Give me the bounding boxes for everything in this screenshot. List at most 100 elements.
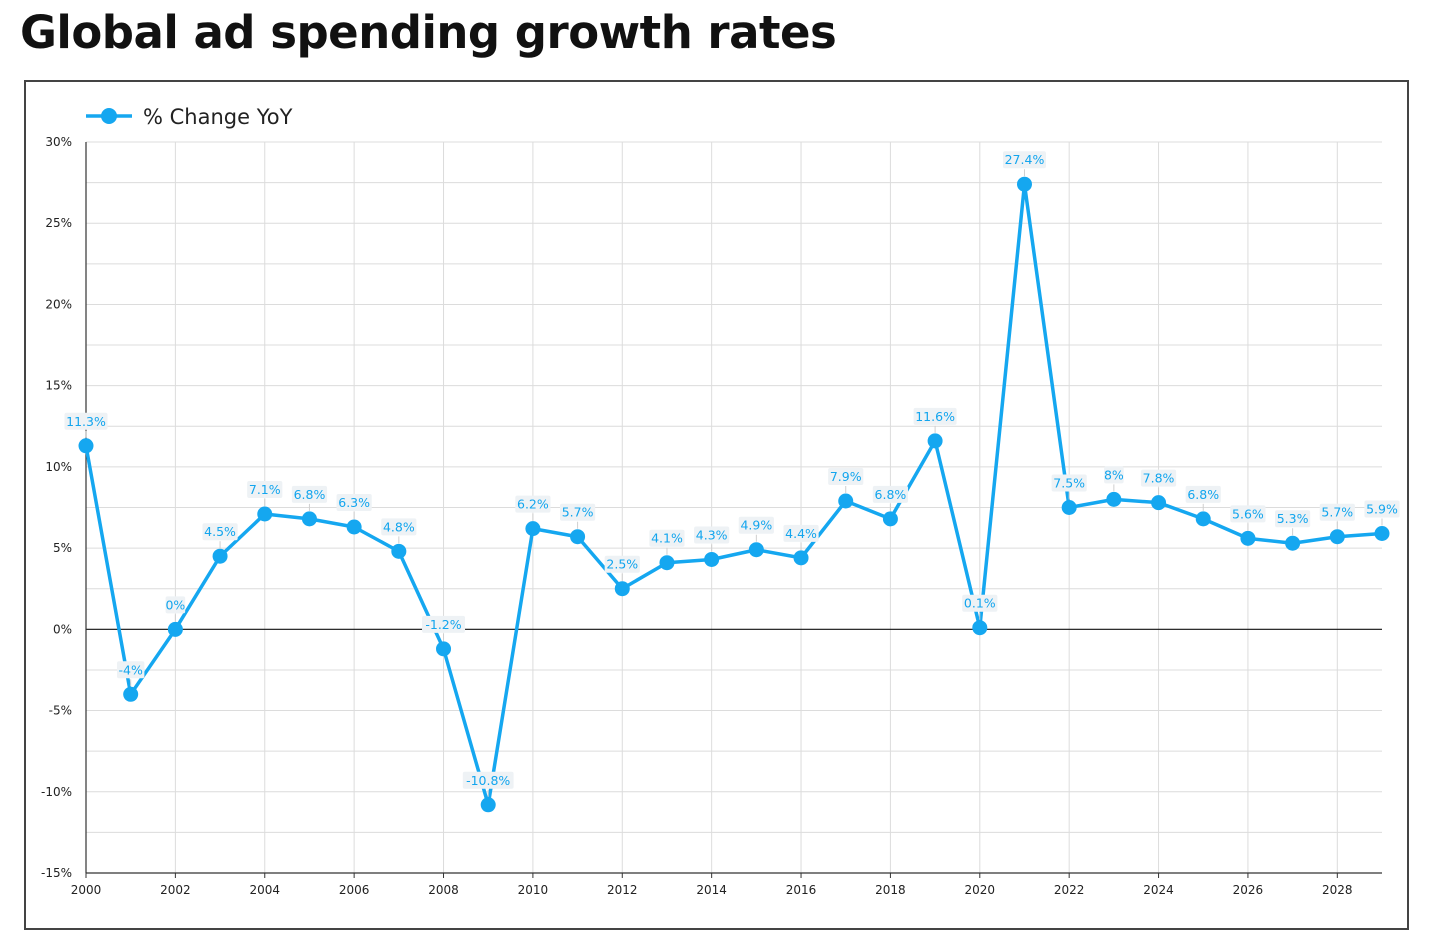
data-label: 6.8% xyxy=(294,487,326,502)
data-label: 5.7% xyxy=(1321,505,1353,520)
data-point xyxy=(882,511,898,527)
data-label: 5.6% xyxy=(1232,506,1264,521)
data-point xyxy=(1106,491,1122,507)
data-point xyxy=(570,529,586,545)
data-label-bg xyxy=(783,524,819,542)
data-label: 6.2% xyxy=(517,497,549,512)
data-label-bg xyxy=(116,661,145,679)
data-label: 5.3% xyxy=(1277,511,1309,526)
data-label-bg xyxy=(559,503,596,521)
x-tick-label: 2022 xyxy=(1054,883,1085,897)
data-label: 8% xyxy=(1104,467,1124,482)
y-tick-label: 10% xyxy=(45,460,72,474)
data-label-bg xyxy=(381,518,417,536)
data-point xyxy=(167,621,183,637)
data-label: 7.8% xyxy=(1143,471,1175,486)
data-point xyxy=(1195,511,1211,527)
data-point xyxy=(927,433,943,449)
x-tick-label: 2028 xyxy=(1322,883,1353,897)
chart-frame xyxy=(24,80,1409,930)
data-label: 11.6% xyxy=(915,409,955,424)
data-label-bg xyxy=(291,485,328,503)
data-point xyxy=(704,551,720,567)
data-point xyxy=(346,519,362,535)
data-label: 5.9% xyxy=(1366,501,1398,516)
x-tick-label: 2006 xyxy=(339,883,370,897)
data-label-bg xyxy=(604,555,640,573)
data-label-bg xyxy=(913,407,957,425)
y-tick-label: 25% xyxy=(45,216,72,230)
data-label: 2.5% xyxy=(606,557,638,572)
data-label: 6.3% xyxy=(338,495,370,510)
data-point xyxy=(1240,530,1256,546)
x-tick-label: 2026 xyxy=(1233,883,1264,897)
data-label-bg xyxy=(1230,505,1266,523)
legend-label: % Change YoY xyxy=(143,105,293,129)
data-label: 4.9% xyxy=(740,518,772,533)
data-label-bg xyxy=(422,615,466,633)
data-label: 4.5% xyxy=(204,524,236,539)
data-label-bg xyxy=(462,771,514,789)
data-label: 6.8% xyxy=(1187,487,1219,502)
data-point xyxy=(257,506,273,522)
data-point xyxy=(123,686,139,702)
data-point xyxy=(1016,176,1032,192)
data-label: 0% xyxy=(165,597,185,612)
x-tick-label: 2020 xyxy=(965,883,996,897)
data-point xyxy=(212,548,228,564)
y-tick-label: 0% xyxy=(53,622,72,636)
y-tick-label: -5% xyxy=(49,704,72,718)
data-point xyxy=(78,438,94,454)
data-label-bg xyxy=(694,526,730,544)
y-tick-label: 20% xyxy=(45,297,72,311)
data-label-bg xyxy=(738,516,774,534)
x-tick-label: 2004 xyxy=(249,883,280,897)
data-label: 4.4% xyxy=(785,526,817,541)
data-label-bg xyxy=(64,412,108,430)
x-tick-label: 2008 xyxy=(428,883,459,897)
grid-lines xyxy=(86,141,1382,874)
data-point xyxy=(301,511,317,527)
y-tick-label: 5% xyxy=(53,541,72,555)
data-point xyxy=(525,521,541,537)
x-tick-label: 2024 xyxy=(1143,883,1174,897)
x-tick-label: 2002 xyxy=(160,883,191,897)
data-label: 7.5% xyxy=(1053,476,1085,491)
x-tick-label: 2000 xyxy=(71,883,102,897)
x-tick-label: 2014 xyxy=(696,883,727,897)
data-label-bg xyxy=(872,485,909,503)
data-point xyxy=(391,543,407,559)
data-label: 5.7% xyxy=(562,505,594,520)
data-point xyxy=(436,641,452,657)
legend: % Change YoY xyxy=(86,105,293,129)
y-tick-label: 30% xyxy=(45,135,72,149)
data-label-bg xyxy=(1319,503,1355,521)
data-label: 27.4% xyxy=(1005,152,1045,167)
data-point xyxy=(1374,525,1390,541)
data-label: 4.1% xyxy=(651,531,683,546)
data-label: -10.8% xyxy=(466,773,510,788)
data-label-bg xyxy=(1185,485,1221,503)
data-label-bg xyxy=(336,493,372,511)
data-point xyxy=(659,555,675,571)
chart-title: Global ad spending growth rates xyxy=(20,6,837,59)
data-label: 7.9% xyxy=(830,469,862,484)
data-point xyxy=(793,550,809,566)
data-label: -1.2% xyxy=(425,617,461,632)
data-label: 6.8% xyxy=(875,487,907,502)
data-label: 4.8% xyxy=(383,519,415,534)
data-label-bg xyxy=(1002,151,1046,169)
legend-dot-marker xyxy=(101,108,117,124)
data-label-bg xyxy=(1364,500,1400,518)
data-label-bg xyxy=(649,529,685,547)
data-label: 11.3% xyxy=(66,414,106,429)
x-tick-label: 2018 xyxy=(875,883,906,897)
data-label-bg xyxy=(1051,474,1087,492)
data-label-bg xyxy=(962,594,998,612)
data-label-bg xyxy=(1104,466,1124,484)
data-point xyxy=(1151,495,1167,511)
data-point xyxy=(1285,535,1301,551)
data-point xyxy=(838,493,854,509)
y-tick-label: -15% xyxy=(41,866,72,880)
data-point xyxy=(1061,500,1077,515)
